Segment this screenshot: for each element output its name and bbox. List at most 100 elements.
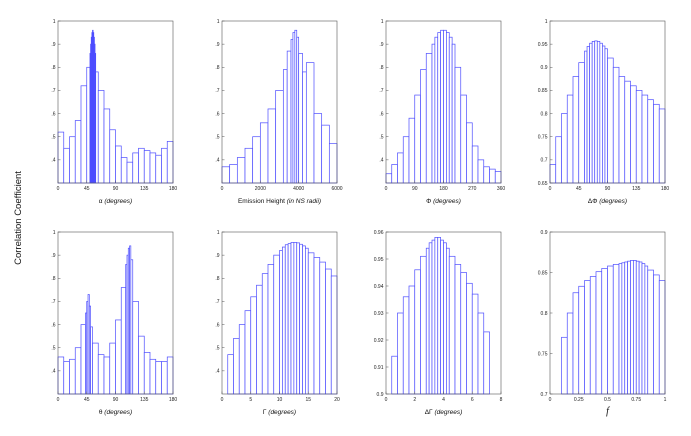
bar bbox=[451, 43, 456, 184]
bar bbox=[595, 271, 603, 395]
bar bbox=[440, 239, 444, 395]
y-tick-label: 0.8 bbox=[541, 311, 548, 317]
bar bbox=[69, 358, 76, 395]
y-tick-label: .9 bbox=[379, 42, 383, 48]
bar bbox=[448, 255, 456, 395]
bar bbox=[227, 354, 234, 395]
y-tick-label: 0.75 bbox=[538, 135, 548, 141]
x-tick-label: 20 bbox=[334, 397, 340, 403]
x-tick-label: 0 bbox=[57, 186, 60, 192]
bar bbox=[132, 301, 139, 395]
bar bbox=[397, 152, 404, 184]
bar bbox=[434, 36, 439, 184]
bar bbox=[302, 71, 307, 184]
x-tick-label: 0 bbox=[57, 397, 60, 403]
y-tick-label: .5 bbox=[379, 135, 383, 141]
x-tick-label: 0 bbox=[549, 397, 552, 403]
y-tick-label: .6 bbox=[51, 322, 55, 328]
y-tick-label: .9 bbox=[215, 253, 219, 259]
chart-panel-3: 0 90 180 270 360 .4 .5 .6 .7 .8 .9 1 Φ (degrees) bbox=[379, 19, 505, 205]
y-tick-label: 1 bbox=[217, 230, 220, 236]
bar bbox=[653, 103, 660, 184]
bar bbox=[161, 361, 168, 395]
bar bbox=[244, 147, 254, 184]
y-tick-label: .4 bbox=[215, 158, 219, 164]
bar bbox=[658, 280, 666, 395]
bar bbox=[238, 324, 246, 395]
y-tick-label: .6 bbox=[51, 111, 55, 117]
bar bbox=[601, 268, 608, 395]
y-tick-label: .4 bbox=[51, 158, 55, 164]
bar bbox=[489, 168, 496, 184]
y-tick-label: .8 bbox=[215, 65, 219, 71]
y-tick-label: 0.7 bbox=[541, 158, 548, 164]
chart-panel-7: 0 2 4 6 8 0.9 0.91 0.92 0.93 0.94 0.95 0.96 ΔΓ (degr… bbox=[374, 230, 503, 416]
bar bbox=[572, 76, 580, 184]
bar bbox=[267, 108, 277, 184]
y-tick-label: 0.92 bbox=[374, 338, 384, 344]
bar bbox=[612, 66, 620, 184]
x-tick-label: 1 bbox=[664, 397, 667, 403]
x-tick-label: 6000 bbox=[331, 186, 342, 192]
y-tick-label: 0.95 bbox=[374, 257, 384, 263]
bar bbox=[313, 257, 321, 395]
bar bbox=[428, 242, 433, 395]
bar bbox=[437, 237, 441, 395]
y-tick-label: .7 bbox=[51, 299, 55, 305]
bar bbox=[385, 173, 393, 184]
bar bbox=[74, 347, 82, 395]
x-tick-label: 90 bbox=[412, 186, 418, 192]
bar bbox=[74, 120, 82, 184]
bar bbox=[647, 269, 654, 395]
bar bbox=[302, 245, 306, 395]
bar bbox=[440, 29, 444, 184]
bar bbox=[420, 69, 427, 184]
bar bbox=[267, 264, 275, 395]
bar bbox=[647, 99, 654, 184]
bar bbox=[252, 136, 261, 184]
bar bbox=[307, 252, 315, 395]
x-tick-label: 270 bbox=[468, 186, 477, 192]
bar bbox=[286, 50, 292, 184]
bar bbox=[120, 157, 128, 184]
y-axis-label: Correlation Coefficient bbox=[13, 171, 24, 265]
bar bbox=[624, 261, 628, 395]
bar bbox=[621, 262, 626, 395]
x-tick-label: 2 bbox=[413, 397, 416, 403]
bar bbox=[319, 261, 326, 395]
bar bbox=[483, 166, 490, 184]
bar bbox=[330, 275, 338, 395]
x-axis-label: ΔΓ (degrees) bbox=[425, 409, 463, 416]
bar bbox=[80, 85, 88, 184]
bar bbox=[250, 296, 257, 395]
bar bbox=[103, 356, 111, 395]
bar bbox=[57, 356, 65, 395]
x-tick-label: 4 bbox=[442, 397, 445, 403]
y-tick-label: .4 bbox=[51, 369, 55, 375]
y-tick-label: .5 bbox=[215, 346, 219, 352]
bar bbox=[477, 159, 485, 184]
y-tick-label: 0.8 bbox=[541, 111, 548, 117]
bar bbox=[321, 124, 330, 184]
x-tick-label: 90 bbox=[113, 186, 119, 192]
y-tick-label: 1 bbox=[545, 19, 548, 25]
bar bbox=[391, 355, 398, 395]
bar bbox=[325, 268, 332, 395]
bar bbox=[420, 255, 427, 395]
bar bbox=[630, 85, 637, 184]
bar bbox=[446, 247, 450, 395]
bar bbox=[155, 361, 162, 395]
bar bbox=[624, 80, 631, 184]
y-tick-label: 0.9 bbox=[541, 65, 548, 71]
x-tick-label: 180 bbox=[169, 397, 178, 403]
bar bbox=[408, 285, 416, 395]
y-tick-label: .8 bbox=[379, 65, 383, 71]
bar bbox=[273, 254, 280, 395]
bar bbox=[599, 42, 603, 184]
bar bbox=[566, 312, 574, 395]
x-axis-label: θ (degrees) bbox=[99, 409, 132, 416]
bar bbox=[109, 129, 116, 184]
bar bbox=[97, 354, 105, 395]
bar bbox=[641, 94, 649, 184]
y-tick-label: .5 bbox=[51, 135, 55, 141]
